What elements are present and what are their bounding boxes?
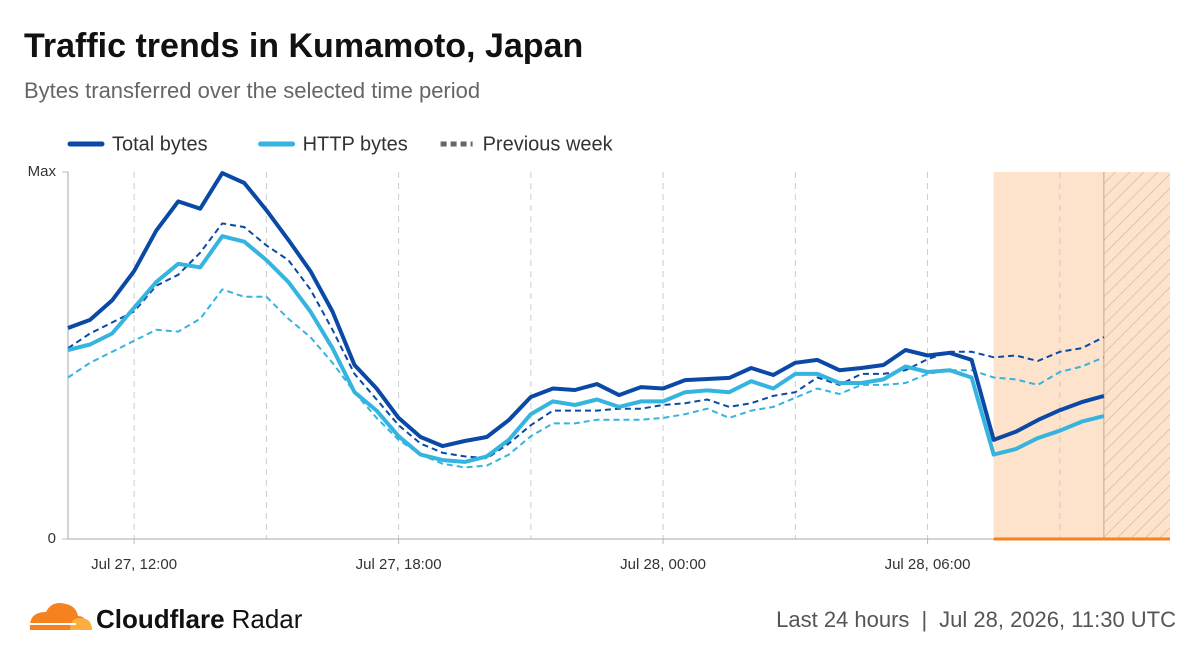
brand-name: Radar: [232, 604, 303, 634]
previous-line: [67, 222, 1105, 460]
y-tick-label: Max: [28, 163, 57, 180]
legend: Total bytes HTTP bytes Previous week: [67, 133, 614, 155]
timestamp: Jul 28, 2026, 11:30 UTC: [939, 607, 1176, 632]
separator: |: [921, 607, 927, 632]
chart-title: Traffic trends in Kumamoto, Japan: [24, 27, 583, 65]
series-line: [67, 234, 1105, 464]
logo: [29, 603, 92, 630]
logo-cloud: [70, 618, 92, 630]
series-line: [67, 171, 1105, 449]
chart-subtitle: Bytes transferred over the selected time…: [24, 78, 480, 103]
x-tick-label: Jul 28, 00:00: [620, 556, 706, 573]
x-tick-label: Jul 27, 12:00: [91, 556, 177, 573]
legend-label: Previous week: [483, 133, 614, 155]
legend-label: HTTP bytes: [303, 133, 408, 155]
period: Last 24 hours: [776, 607, 909, 632]
x-tick-label: Jul 28, 06:00: [885, 556, 971, 573]
footer-info: Last 24 hours | Jul 28, 2026, 11:30 UTC: [776, 607, 1176, 632]
hatched-region: [1103, 172, 1170, 539]
legend-label: Total bytes: [112, 133, 208, 155]
brand: Cloudflare Radar: [96, 604, 303, 634]
brand-bold: Cloudflare: [96, 604, 225, 634]
y-tick-label: 0: [48, 530, 56, 547]
plot: 0 Max Jul 27, 12:00 Jul 27, 18:00 Jul 28, 00…: [28, 163, 1170, 573]
x-tick-label: Jul 27, 18:00: [356, 556, 442, 573]
